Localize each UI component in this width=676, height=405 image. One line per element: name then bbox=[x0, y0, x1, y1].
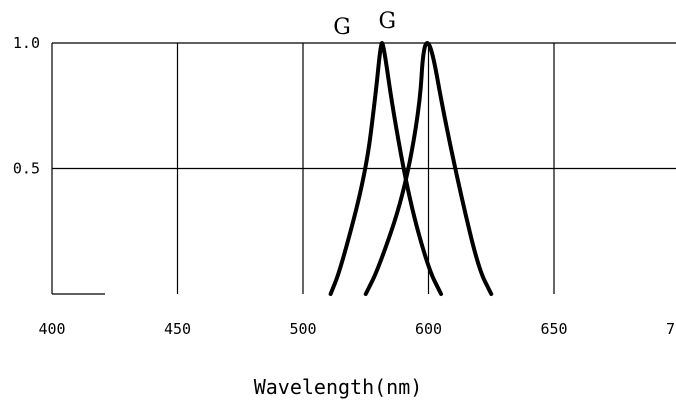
series-label: G bbox=[378, 9, 396, 34]
series-label: G bbox=[333, 15, 351, 40]
x-tick-label: 500 bbox=[289, 320, 316, 338]
series-line-2 bbox=[363, 41, 494, 296]
x-tick-label: 700 bbox=[666, 320, 676, 338]
x-tick-label: 650 bbox=[540, 320, 567, 338]
tick-labels: 400 450 500 600 650 700 0.5 1.0 bbox=[13, 34, 676, 338]
y-tick-label: 1.0 bbox=[13, 34, 40, 52]
x-tick-label: 450 bbox=[164, 320, 191, 338]
x-axis-title: Wavelength(nm) bbox=[254, 375, 423, 399]
y-tick-label: 0.5 bbox=[13, 160, 40, 178]
x-tick-label: 400 bbox=[38, 320, 65, 338]
series-line-1 bbox=[328, 41, 444, 296]
x-tick-label: 600 bbox=[415, 320, 442, 338]
